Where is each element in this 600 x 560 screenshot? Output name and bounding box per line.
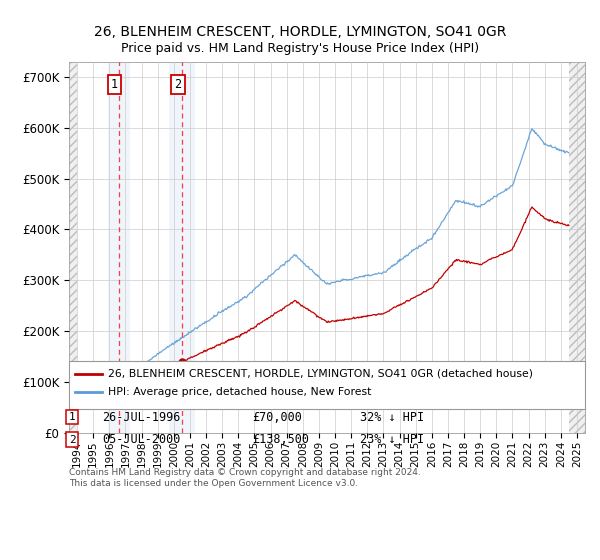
Text: 23% ↓ HPI: 23% ↓ HPI	[360, 433, 424, 446]
Text: 32% ↓ HPI: 32% ↓ HPI	[360, 410, 424, 424]
Text: 1: 1	[111, 78, 118, 91]
Text: 26, BLENHEIM CRESCENT, HORDLE, LYMINGTON, SO41 0GR: 26, BLENHEIM CRESCENT, HORDLE, LYMINGTON…	[94, 25, 506, 39]
Bar	[69, 62, 77, 433]
Text: Contains HM Land Registry data © Crown copyright and database right 2024.: Contains HM Land Registry data © Crown c…	[69, 468, 421, 477]
Text: £70,000: £70,000	[252, 410, 302, 424]
Text: HPI: Average price, detached house, New Forest: HPI: Average price, detached house, New …	[108, 387, 371, 397]
Text: This data is licensed under the Open Government Licence v3.0.: This data is licensed under the Open Gov…	[69, 479, 358, 488]
Text: 2: 2	[175, 78, 182, 91]
Text: 1: 1	[68, 412, 76, 422]
Text: 2: 2	[68, 435, 76, 445]
Bar	[569, 62, 585, 433]
Text: £138,500: £138,500	[252, 433, 309, 446]
Text: 26-JUL-1996: 26-JUL-1996	[102, 410, 181, 424]
Text: Price paid vs. HM Land Registry's House Price Index (HPI): Price paid vs. HM Land Registry's House …	[121, 42, 479, 55]
Text: 05-JUL-2000: 05-JUL-2000	[102, 433, 181, 446]
Bar	[169, 62, 195, 433]
Text: 26, BLENHEIM CRESCENT, HORDLE, LYMINGTON, SO41 0GR (detached house): 26, BLENHEIM CRESCENT, HORDLE, LYMINGTON…	[108, 368, 533, 379]
Bar	[108, 62, 130, 433]
